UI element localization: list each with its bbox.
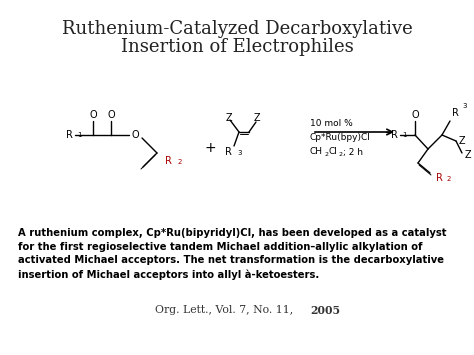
Text: 2: 2 — [178, 159, 182, 165]
Text: Z: Z — [254, 113, 261, 123]
Text: 3: 3 — [462, 103, 466, 109]
Text: R: R — [165, 156, 172, 166]
Text: Z: Z — [465, 150, 472, 160]
Text: 3: 3 — [237, 150, 241, 156]
Text: 2: 2 — [447, 176, 451, 182]
Text: +: + — [204, 141, 216, 155]
Text: Insertion of Electrophiles: Insertion of Electrophiles — [120, 38, 354, 56]
Text: 10 mol %: 10 mol % — [310, 120, 353, 129]
Text: 1: 1 — [402, 132, 407, 138]
Text: 1: 1 — [77, 132, 82, 138]
Text: ; 2 h: ; 2 h — [343, 147, 363, 157]
Text: Z: Z — [225, 113, 232, 123]
Text: Org. Lett., Vol. 7, No. 11,: Org. Lett., Vol. 7, No. 11, — [155, 305, 297, 315]
Text: 2: 2 — [325, 152, 329, 157]
Text: O: O — [131, 130, 139, 140]
Text: 2: 2 — [339, 152, 343, 157]
Text: A ruthenium complex, Cp*Ru(bipyridyl)Cl, has been developed as a catalyst
for th: A ruthenium complex, Cp*Ru(bipyridyl)Cl,… — [18, 228, 447, 279]
Text: Cp*Ru(bpy)Cl: Cp*Ru(bpy)Cl — [310, 133, 371, 142]
Text: R: R — [452, 108, 459, 118]
Text: R: R — [436, 173, 443, 183]
Text: O: O — [411, 110, 419, 120]
Text: R: R — [225, 147, 232, 157]
Text: Cl: Cl — [329, 147, 338, 157]
Text: 2005: 2005 — [310, 305, 340, 316]
Text: R: R — [391, 130, 398, 140]
Text: R: R — [66, 130, 73, 140]
Text: O: O — [107, 110, 115, 120]
Text: O: O — [89, 110, 97, 120]
Text: Ruthenium-Catalyzed Decarboxylative: Ruthenium-Catalyzed Decarboxylative — [62, 20, 412, 38]
Text: CH: CH — [310, 147, 323, 157]
Text: Z: Z — [459, 136, 465, 146]
